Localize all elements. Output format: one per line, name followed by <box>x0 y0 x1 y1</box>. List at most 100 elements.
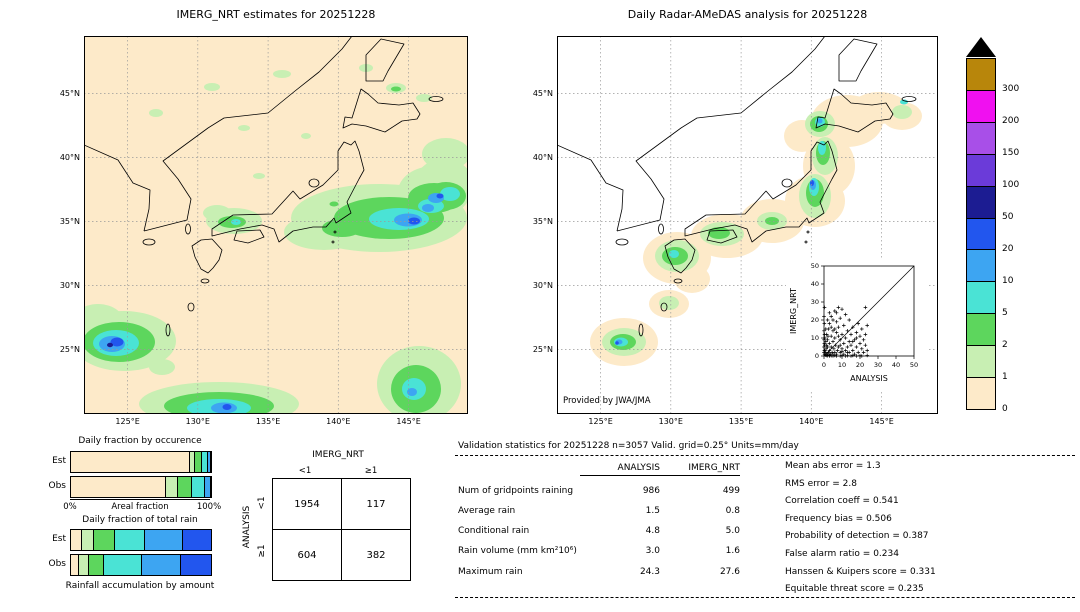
scatter-point <box>854 345 859 349</box>
bar-segment <box>188 452 195 472</box>
stats-value-analysis: 4.8 <box>645 526 660 536</box>
lat-tick-label: 45°N <box>532 88 553 98</box>
scatter-point <box>822 321 827 326</box>
scatter-point <box>827 311 832 315</box>
bar-segment <box>209 477 211 497</box>
score-value: 0.331 <box>909 566 936 577</box>
scatter-ticks <box>821 265 915 359</box>
stats-row-volume: Rain volume (mm km²10⁶) 3.0 1.6 <box>458 546 740 556</box>
bar-segment <box>180 555 211 575</box>
imerg-map-title: IMERG_NRT estimates for 20251228 <box>176 8 376 21</box>
score-hanssen-kuipers: Hanssen & Kuipers score = 0.331 <box>785 564 936 582</box>
contingency-cell-1-0: 604 <box>272 529 342 581</box>
totalrain-caption: Rainfall accumulation by amount <box>65 581 215 591</box>
stats-value-imerg: 27.6 <box>719 567 740 577</box>
bar-segment <box>87 555 104 575</box>
scatter-point <box>834 311 839 315</box>
scatter-point <box>834 320 839 324</box>
stats-value-imerg: 1.6 <box>725 546 740 556</box>
lon-tick-label: 125°E <box>115 417 140 426</box>
scatter-point <box>829 325 833 329</box>
score-value: 0.387 <box>902 531 929 542</box>
stats-row-label: Num of gridpoints raining <box>458 486 574 496</box>
scatter-point <box>825 353 830 358</box>
one-to-one-line <box>823 265 915 357</box>
lon-tick-label: 140°E <box>799 417 824 426</box>
bar-segment <box>194 452 202 472</box>
bar-segment <box>78 555 88 575</box>
contingency-cell-1-1: 382 <box>341 529 411 581</box>
stats-value-imerg: 499 <box>722 486 740 496</box>
scatter-frame <box>823 265 915 357</box>
scatter-point <box>858 341 862 346</box>
colorbar-segment <box>967 89 995 122</box>
scatter-point <box>836 305 841 310</box>
colorbar-tick-label: 5 <box>1002 308 1008 318</box>
lon-tick-label: 135°E <box>255 417 281 426</box>
contingency-col-label-lt1: <1 <box>298 466 312 476</box>
colorbar-segment <box>967 153 995 186</box>
colorbar-segment <box>967 313 995 346</box>
scatter-point <box>863 343 868 347</box>
scatter-point <box>852 338 857 342</box>
scatter-point <box>854 336 859 340</box>
scatter-point <box>827 321 832 326</box>
scatter-point <box>842 323 846 328</box>
inset-background <box>786 260 928 392</box>
colorbar-segment <box>967 249 995 282</box>
stats-value-imerg: 0.8 <box>725 506 740 516</box>
bar-label-est: Est <box>52 534 66 544</box>
radar-map-frame <box>557 36 938 414</box>
lat-tick-label: 30°N <box>59 280 80 290</box>
scatter-point <box>849 354 853 358</box>
validation-title: Validation statistics for 20251228 n=305… <box>458 441 799 451</box>
scatter-point <box>847 318 851 322</box>
scatter-tick-value: 30 <box>874 361 882 369</box>
scatter-point <box>851 348 855 353</box>
scatter-point <box>829 353 833 358</box>
scatter-point <box>860 347 864 351</box>
score-equitable-threat: Equitable threat score = 0.235 <box>785 581 936 599</box>
colorbar-segment <box>967 121 995 154</box>
stats-row-label: Maximum rain <box>458 567 523 577</box>
score-label: False alarm ratio = <box>785 548 871 559</box>
scatter-point <box>865 323 869 328</box>
bar-segment <box>206 452 210 472</box>
lat-tick-label: 40°N <box>59 152 80 162</box>
contingency-cell-0-0: 1954 <box>272 478 342 530</box>
stats-col-headers: ANALYSIS IMERG_NRT <box>580 463 740 476</box>
scatter-point <box>822 348 827 353</box>
scatter-point <box>836 325 841 329</box>
score-far: False alarm ratio = 0.234 <box>785 546 936 564</box>
scatter-tick-value: 10 <box>811 334 819 342</box>
scatter-point <box>829 345 833 349</box>
colorbar-tick-label: 0 <box>1002 404 1008 414</box>
scatter-point <box>827 354 832 358</box>
contingency-table: 1954 117 604 382 <box>272 478 411 581</box>
scatter-point <box>845 350 850 355</box>
stats-header-row: ANALYSIS IMERG_NRT <box>458 463 740 476</box>
scatter-point <box>833 343 838 347</box>
stats-value-analysis: 986 <box>642 486 660 496</box>
colorbar-tick-label: 300 <box>1002 84 1020 94</box>
score-frequency-bias: Frequency bias = 0.506 <box>785 511 936 529</box>
colorbar-tick-label: 50 <box>1002 212 1014 222</box>
scatter-point <box>843 336 848 340</box>
scatter-tick-value: 20 <box>856 361 864 369</box>
stats-row-label: Conditional rain <box>458 526 530 536</box>
lon-tick-label: 130°E <box>185 417 210 426</box>
colorbar-tick-label: 2 <box>1002 340 1008 350</box>
scatter-tick-value: 40 <box>892 361 900 369</box>
lon-tick-label: 135°E <box>728 417 754 426</box>
lon-tick-label: 145°E <box>396 417 421 426</box>
imerg-precip-strongblue <box>110 193 444 410</box>
scatter-point <box>822 314 826 319</box>
scatter-point <box>842 341 846 346</box>
areal-fraction-label: Areal fraction <box>111 502 169 512</box>
scatter-point <box>865 353 869 358</box>
scatter-point <box>851 339 855 344</box>
score-value: 0.235 <box>897 584 924 595</box>
obs-totalrain-bar <box>70 554 212 576</box>
obs-occurrence-bar <box>70 476 212 498</box>
stats-header-spacer <box>458 463 580 476</box>
